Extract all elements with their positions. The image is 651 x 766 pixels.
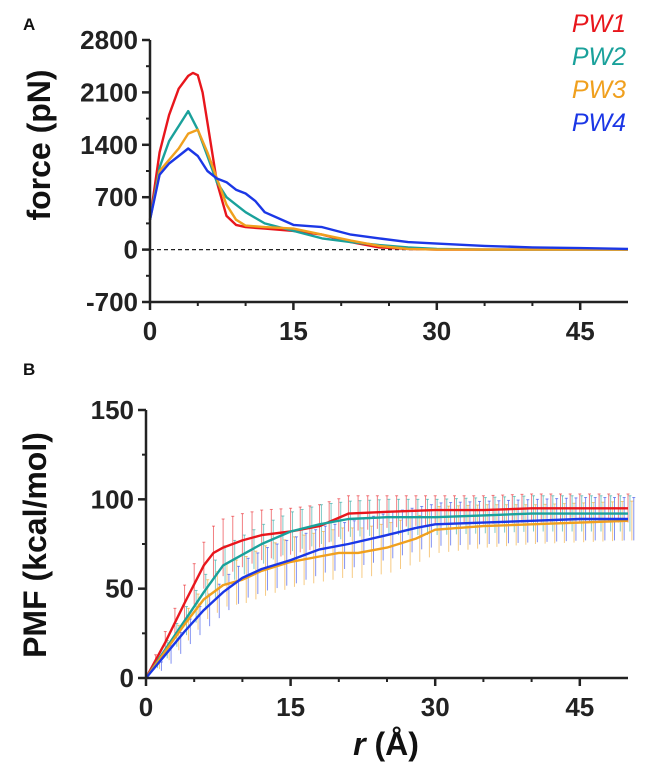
series-line-pw1	[148, 71, 628, 251]
panel-a-legend: PW1 PW2 PW3 PW4	[572, 10, 626, 137]
y-tick-label: 2800	[80, 25, 138, 55]
x-tick-label: 15	[279, 316, 308, 346]
legend-entry-pw4: PW4	[572, 109, 626, 137]
y-tick-label: 2100	[80, 77, 138, 107]
series-line-pw2	[145, 512, 628, 679]
legend-entry-pw1: PW1	[572, 10, 626, 38]
series-line-pw4	[145, 517, 628, 679]
y-tick-label: 0	[120, 663, 134, 693]
x-tick-label: 0	[143, 316, 157, 346]
x-tick-label: 45	[565, 692, 594, 722]
y-tick-label: 150	[91, 395, 134, 425]
panel-b-y-axis-title: PMF (kcal/mol)	[17, 432, 53, 658]
series-line-pw3	[148, 128, 628, 251]
series-line-pw1	[144, 507, 628, 679]
panel-a-y-axis-title: force (pN)	[21, 69, 57, 220]
panel-b-axes: 0 50 100 150 0 15 30 45	[91, 395, 628, 722]
x-tick-label: 0	[139, 692, 153, 722]
panel-b-series	[144, 507, 629, 679]
series-line-pw4	[148, 147, 629, 251]
series-line-pw3	[145, 519, 629, 679]
y-tick-label: 1400	[80, 130, 138, 160]
x-tick-label: 30	[422, 316, 451, 346]
legend-entry-pw3: PW3	[572, 76, 626, 104]
y-tick-label: 100	[91, 484, 134, 514]
y-tick-label: 50	[105, 574, 134, 604]
panel-b: B PMF (kcal/mol) 0 50 100 150 0 15 30 45 r (Å)	[17, 360, 636, 762]
x-tick-label: 45	[566, 316, 595, 346]
panel-a-label: A	[23, 15, 35, 34]
legend-entry-pw2: PW2	[572, 43, 626, 71]
y-tick-label: 0	[124, 235, 138, 265]
y-tick-label: 700	[95, 182, 138, 212]
x-tick-label: 30	[421, 692, 450, 722]
panel-b-label: B	[23, 360, 35, 379]
panel-a-series	[148, 71, 629, 251]
x-tick-label: 15	[276, 692, 305, 722]
y-tick-label: -700	[86, 287, 138, 317]
panel-b-x-axis-title: r (Å)	[353, 726, 419, 762]
